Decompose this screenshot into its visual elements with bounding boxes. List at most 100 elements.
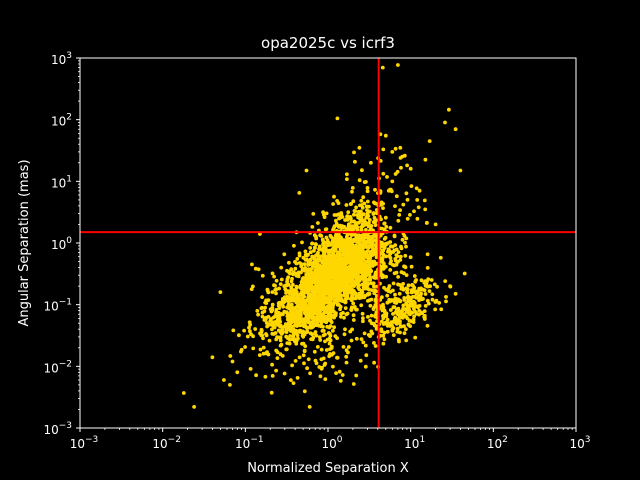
data-point <box>291 329 295 333</box>
data-point <box>390 179 395 184</box>
data-point <box>312 349 317 354</box>
data-point <box>350 293 354 298</box>
data-point <box>347 260 352 265</box>
data-point <box>336 260 341 264</box>
data-point <box>326 254 331 258</box>
data-point <box>278 324 282 329</box>
y-tick-label: 10−2 <box>43 359 72 375</box>
data-point <box>276 321 280 325</box>
data-point <box>419 278 424 283</box>
data-point <box>303 249 308 254</box>
data-point <box>321 312 326 316</box>
data-point <box>360 224 365 229</box>
y-tick-label: 100 <box>51 236 72 252</box>
data-point <box>350 189 354 194</box>
data-point <box>357 275 362 279</box>
data-point <box>395 254 400 259</box>
data-point <box>275 356 280 360</box>
data-point <box>344 295 349 300</box>
data-point <box>398 298 402 303</box>
data-point <box>344 360 349 365</box>
data-point <box>340 226 344 230</box>
data-point <box>335 275 340 280</box>
data-point <box>346 210 351 215</box>
data-point <box>303 281 308 286</box>
data-point <box>363 364 368 369</box>
data-point <box>331 279 335 283</box>
data-point <box>372 360 376 365</box>
data-point <box>331 202 335 206</box>
data-point <box>293 339 297 344</box>
data-point <box>401 282 405 286</box>
data-point <box>423 304 428 308</box>
data-point <box>301 255 306 260</box>
scatter-points <box>181 63 467 409</box>
data-point <box>411 299 416 304</box>
data-point <box>295 333 300 338</box>
data-point <box>388 321 393 326</box>
y-tick-label: 102 <box>51 113 72 129</box>
data-point <box>280 299 285 304</box>
data-point <box>270 327 274 332</box>
data-point <box>438 255 443 260</box>
data-point <box>228 354 233 358</box>
data-point <box>358 203 362 208</box>
data-point <box>298 316 303 321</box>
data-point <box>380 65 385 70</box>
data-point <box>329 320 334 324</box>
data-point <box>326 265 331 269</box>
data-point <box>323 261 328 265</box>
data-point <box>408 255 413 260</box>
data-point <box>317 365 322 369</box>
data-point <box>305 329 310 333</box>
x-tick-label: 10−1 <box>235 435 264 451</box>
data-point <box>344 287 349 292</box>
data-point <box>317 283 321 288</box>
data-point <box>310 254 315 259</box>
data-point <box>301 321 306 325</box>
data-point <box>390 150 395 154</box>
data-point <box>369 288 374 292</box>
data-point <box>368 253 373 258</box>
data-point <box>345 249 350 254</box>
data-point <box>321 356 326 361</box>
data-point <box>277 335 282 340</box>
data-point <box>294 296 299 301</box>
data-point <box>345 172 349 177</box>
data-point <box>327 331 332 336</box>
data-point <box>389 244 393 249</box>
data-point <box>307 301 312 306</box>
data-point <box>363 293 368 298</box>
data-point <box>426 301 431 306</box>
data-point <box>274 291 278 296</box>
data-point <box>299 286 303 291</box>
data-point <box>411 320 416 324</box>
data-point <box>409 264 414 269</box>
data-point <box>330 304 335 309</box>
data-point <box>334 371 338 375</box>
data-point <box>287 291 292 296</box>
data-point <box>354 266 359 271</box>
data-point <box>277 286 281 291</box>
data-point <box>351 290 355 294</box>
data-point <box>352 212 356 217</box>
data-point <box>250 262 254 267</box>
data-point <box>222 378 226 382</box>
data-point <box>373 248 377 253</box>
data-point <box>339 277 344 282</box>
data-point <box>382 221 387 226</box>
data-point <box>327 287 332 292</box>
data-point <box>284 347 289 352</box>
data-point <box>379 329 383 333</box>
data-point <box>280 354 285 358</box>
data-point <box>314 333 319 338</box>
data-point <box>339 237 343 242</box>
data-point <box>319 347 324 352</box>
data-point <box>360 289 364 293</box>
data-point <box>248 329 252 334</box>
data-point <box>412 307 416 311</box>
data-point <box>387 254 392 258</box>
data-point <box>307 405 312 409</box>
data-point <box>295 308 300 313</box>
data-point <box>291 381 296 385</box>
